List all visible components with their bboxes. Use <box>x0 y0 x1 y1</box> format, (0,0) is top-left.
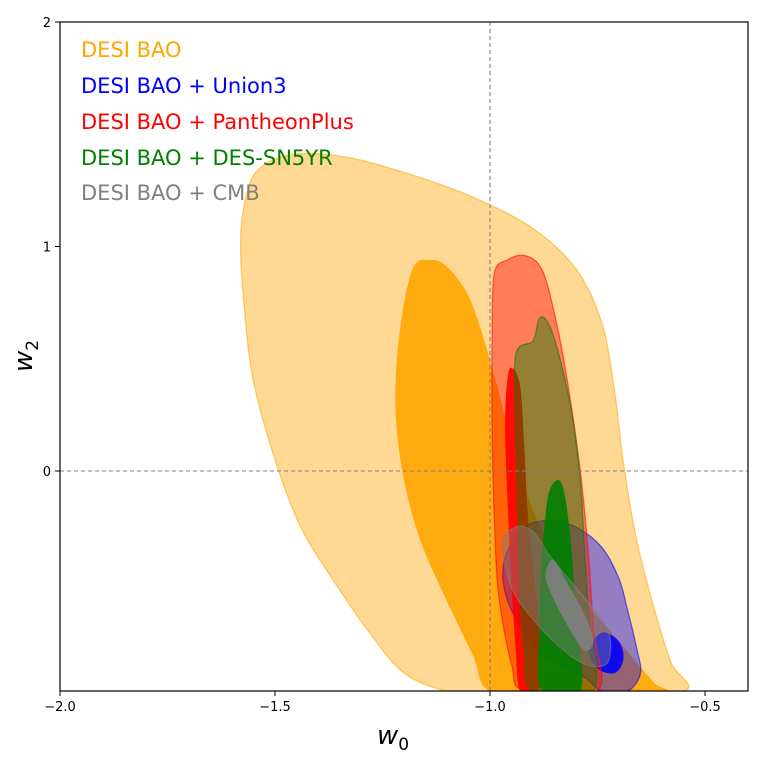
y-tick-label: 1 <box>43 240 51 255</box>
y-axis-label: w2 <box>9 340 43 372</box>
contour-inner-desi-bao-pantheonplus <box>505 367 542 691</box>
contour-inner-desi-bao-union3 <box>588 632 624 674</box>
legend: DESI BAO DESI BAO + Union3 DESI BAO + Pa… <box>81 38 354 205</box>
x-tick-label: −1.0 <box>474 700 506 715</box>
x-axis-ticks: −2.0 −1.5 −1.0 −0.5 <box>44 691 721 715</box>
y-axis-label-subscript: 2 <box>23 340 43 351</box>
series-desi-bao <box>239 152 690 691</box>
reference-lines <box>60 22 748 691</box>
y-axis-label-main: w <box>9 350 39 372</box>
legend-entry-desi-bao-union3: DESI BAO + Union3 <box>81 74 287 98</box>
x-axis-label: w0 <box>377 721 409 755</box>
x-axis-label-subscript: 0 <box>398 735 409 755</box>
contour-layer <box>239 152 690 691</box>
legend-entry-desi-bao-des-sn5yr: DESI BAO + DES-SN5YR <box>81 146 333 170</box>
x-axis-label-main: w <box>377 721 399 751</box>
y-tick-label: 0 <box>43 465 51 480</box>
contour-inner-desi-bao <box>395 259 669 691</box>
legend-entry-desi-bao-cmb: DESI BAO + CMB <box>81 181 260 205</box>
x-tick-label: −2.0 <box>44 700 76 715</box>
x-tick-label: −0.5 <box>689 700 721 715</box>
y-tick-label: 2 <box>43 16 51 31</box>
x-tick-label: −1.5 <box>259 700 291 715</box>
contour-inner-desi-bao-cmb <box>545 559 594 651</box>
plot-frame <box>59 21 749 692</box>
series-desi-bao-cmb <box>502 525 612 668</box>
legend-entry-desi-bao: DESI BAO <box>81 38 182 62</box>
legend-entry-desi-bao-pantheonplus: DESI BAO + PantheonPlus <box>81 110 354 134</box>
y-axis-ticks: 0 1 2 <box>43 16 60 480</box>
